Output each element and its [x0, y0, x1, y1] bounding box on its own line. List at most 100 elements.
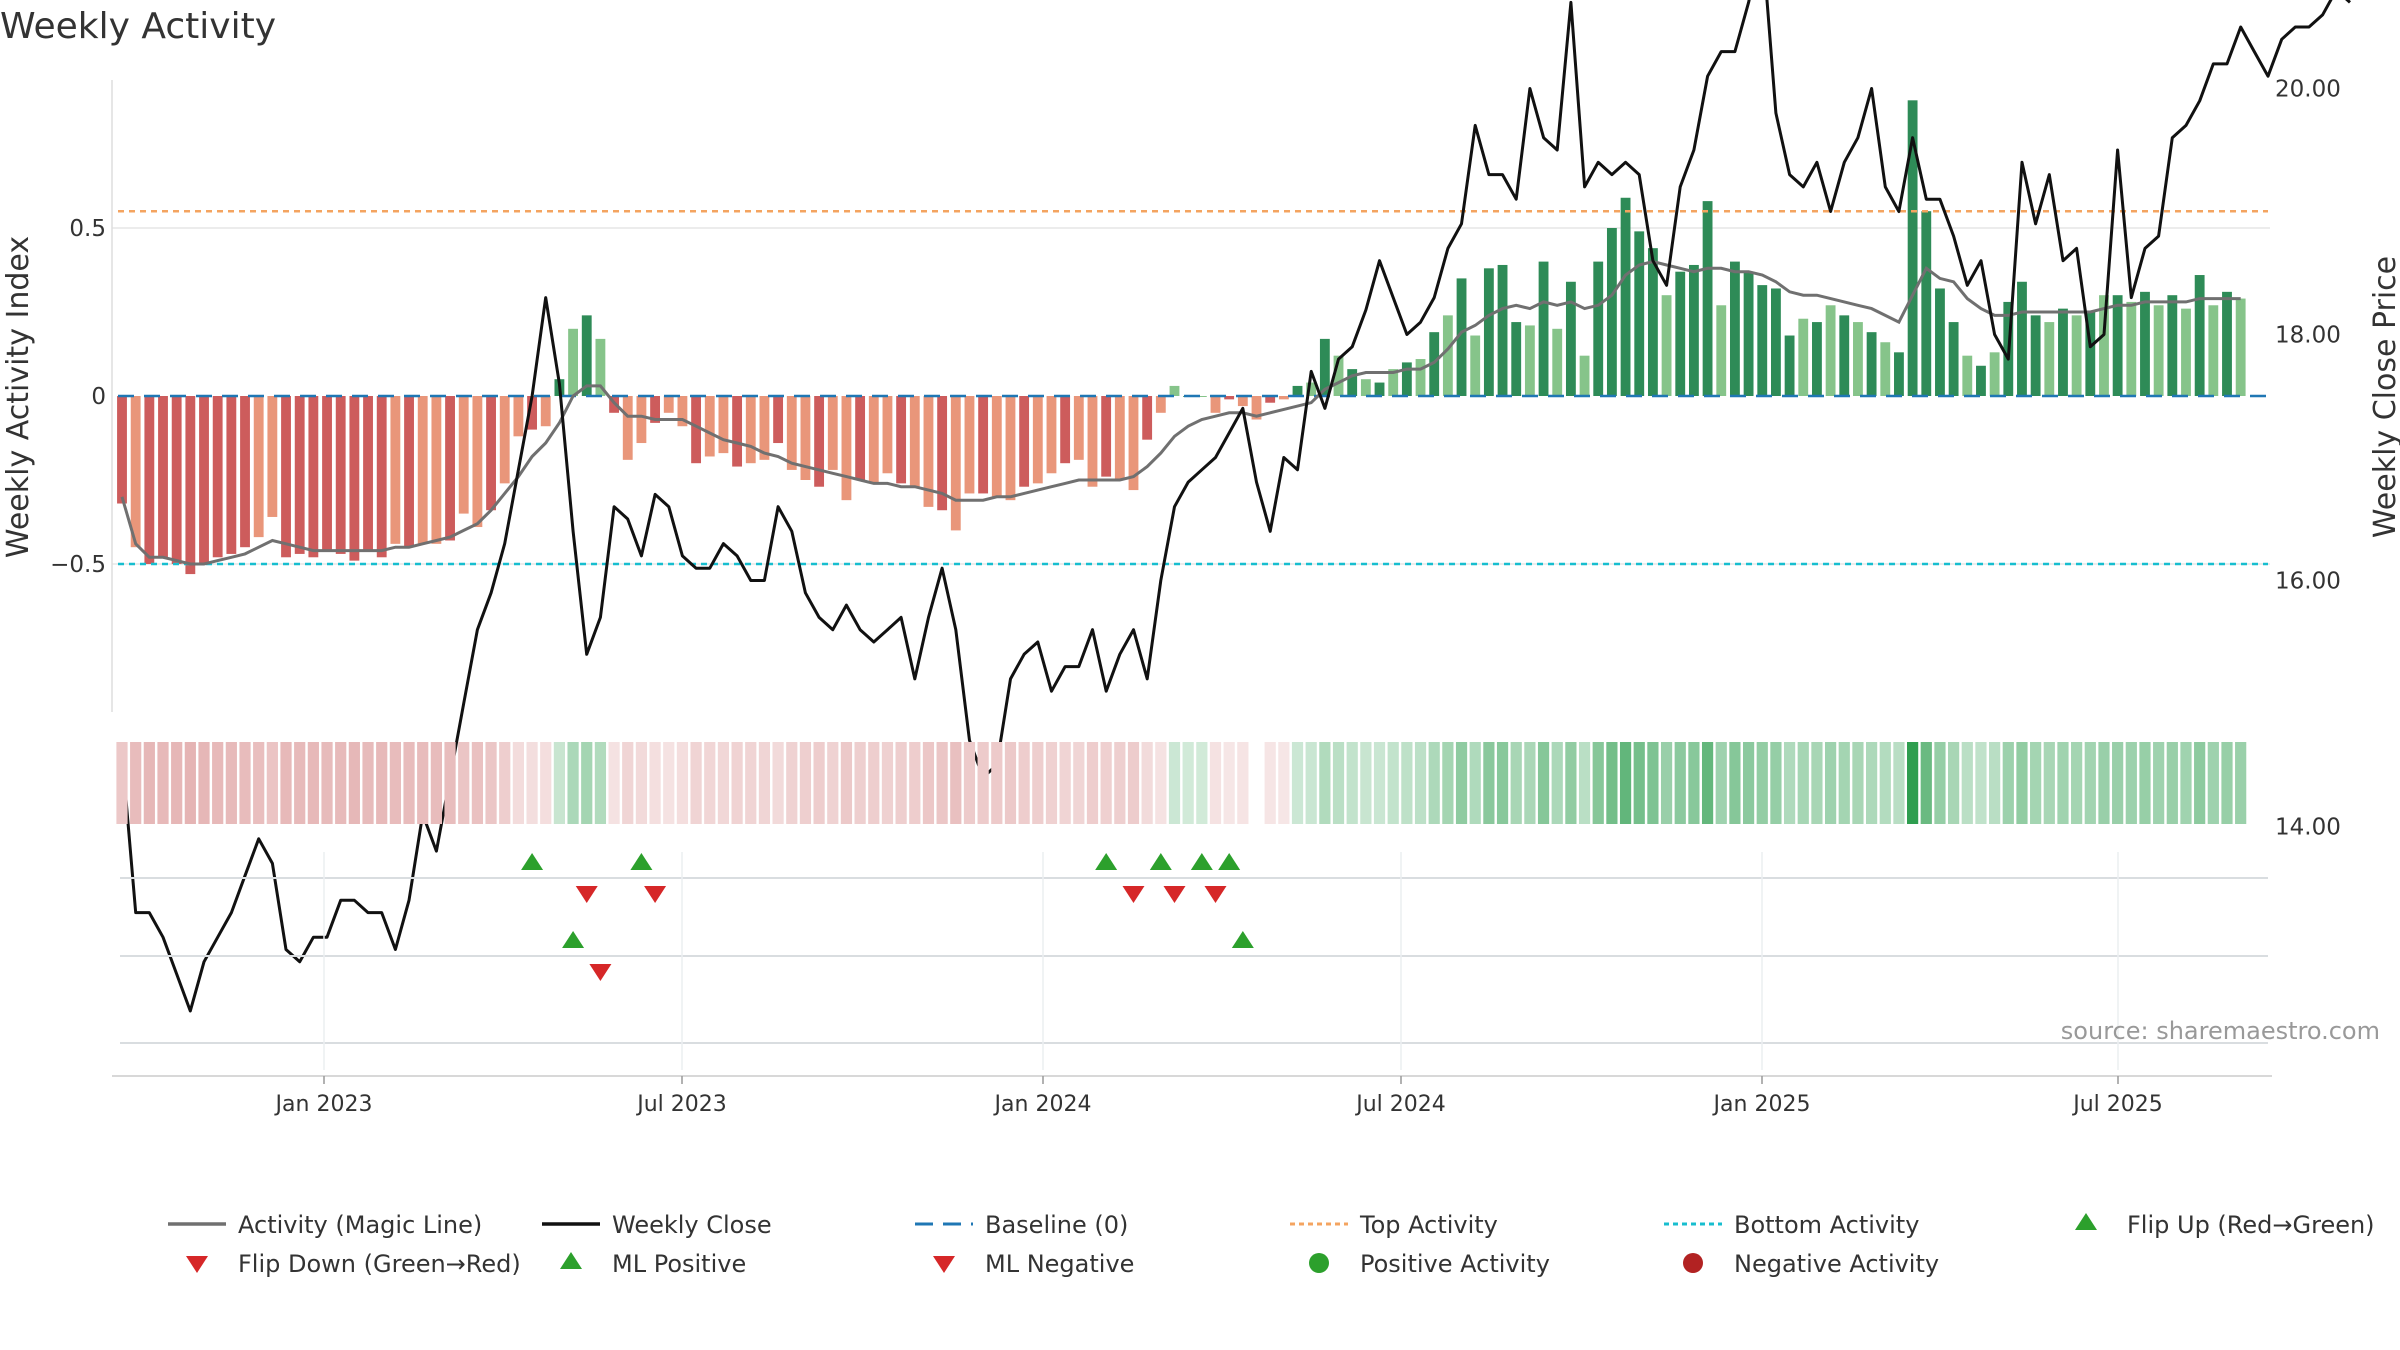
activity-bar — [1524, 325, 1535, 396]
heat-cell — [799, 742, 812, 824]
heat-cell — [895, 742, 907, 824]
activity-bar — [1771, 288, 1781, 396]
heat-cell — [553, 742, 566, 824]
activity-bar — [1798, 318, 1809, 396]
heat-cell — [690, 742, 702, 824]
heat-cell — [1551, 742, 1563, 824]
heat-cell — [1332, 742, 1345, 824]
legend-label: Flip Down (Green→Red) — [238, 1250, 521, 1278]
activity-bar — [1976, 365, 1986, 396]
activity-bar — [226, 396, 237, 554]
heat-cell — [963, 742, 976, 824]
y-tick-label: 0 — [91, 384, 106, 410]
heat-cell — [212, 742, 224, 824]
heat-cell — [1660, 742, 1673, 824]
x-tick-label: Jan 2023 — [274, 1092, 373, 1117]
activity-bar — [253, 396, 264, 538]
heat-cell — [1401, 742, 1413, 824]
heat-cell — [608, 742, 620, 824]
legend-label: Flip Up (Red→Green) — [2127, 1211, 2375, 1239]
heat-cell — [403, 742, 415, 824]
heat-cell — [307, 742, 319, 824]
activity-bar — [991, 396, 1002, 497]
activity-bar — [882, 396, 893, 474]
legend-label: Positive Activity — [1360, 1250, 1550, 1278]
activity-bar — [1333, 355, 1344, 396]
heat-cell — [376, 742, 388, 824]
ml-negative-marker — [589, 964, 612, 981]
activity-bar — [2208, 305, 2219, 396]
heat-cell — [157, 742, 169, 824]
magic-line — [120, 260, 2241, 566]
legend-label: ML Negative — [985, 1250, 1134, 1278]
heat-cell — [417, 742, 429, 824]
heat-cell — [1742, 742, 1755, 824]
source-credit: source: sharemaestro.com — [2061, 1017, 2380, 1045]
x-tick-label: Jan 2025 — [1712, 1092, 1811, 1117]
activity-bar — [2235, 298, 2246, 396]
heat-cell — [1045, 742, 1058, 824]
legend-swatch — [1683, 1253, 1703, 1273]
heat-cell — [854, 742, 866, 824]
heat-cell — [909, 742, 921, 824]
heat-cell — [1592, 742, 1604, 824]
heat-cell — [1086, 742, 1099, 824]
heat-cell — [2016, 742, 2028, 824]
activity-bar — [759, 396, 770, 460]
heat-cell — [991, 742, 1003, 824]
activity-bar — [2140, 291, 2150, 396]
legend-swatch — [1309, 1253, 1329, 1273]
activity-bar — [1497, 264, 1508, 396]
activity-bar — [732, 396, 743, 467]
heat-cell — [1783, 742, 1796, 824]
heat-cell — [827, 742, 839, 824]
legend-swatch — [2075, 1213, 2097, 1230]
activity-bar — [1812, 322, 1822, 396]
activity-bar — [1606, 228, 1617, 396]
activity-bar — [1989, 352, 2000, 396]
x-tick-label: Jan 2024 — [993, 1092, 1092, 1117]
signal-markers — [120, 853, 2268, 1044]
activity-bar — [1839, 315, 1850, 396]
activity-bar — [1661, 295, 1672, 396]
activity-bar — [1155, 396, 1166, 413]
activity-bar — [1853, 322, 1863, 396]
activity-bar — [1470, 335, 1481, 396]
heat-cell — [1278, 742, 1290, 824]
activity-bar — [1196, 396, 1207, 397]
heat-cell — [1606, 742, 1618, 824]
activity-bar — [568, 328, 578, 396]
activity-bar — [1743, 271, 1754, 396]
heat-cell — [1920, 742, 1932, 824]
heat-cell — [444, 742, 456, 824]
heat-cell — [2235, 742, 2247, 824]
activity-bar — [691, 396, 702, 464]
heat-cell — [1182, 742, 1194, 824]
y-axis-title: Weekly Activity Index — [1, 236, 36, 558]
heat-cell — [1209, 742, 1222, 824]
heat-cell — [581, 742, 593, 824]
activity-bar — [1060, 396, 1071, 464]
activity-bar — [472, 396, 483, 528]
heat-cell — [1373, 742, 1386, 824]
heat-cell — [2139, 742, 2151, 824]
heat-cell — [1934, 742, 1946, 824]
activity-bar — [2126, 301, 2137, 396]
activity-bar — [144, 396, 155, 564]
activity-bar — [1593, 261, 1604, 396]
heat-cell — [1770, 742, 1782, 824]
activity-bar — [171, 396, 182, 564]
activity-bar — [636, 396, 647, 444]
activity-bar — [1032, 396, 1043, 484]
heat-cell — [1578, 742, 1591, 824]
activity-bar — [1442, 315, 1453, 396]
heat-cell — [280, 742, 292, 824]
heat-cell — [2153, 742, 2165, 824]
heat-cell — [950, 742, 962, 824]
heat-cell — [266, 742, 278, 824]
activity-bar — [527, 396, 537, 430]
flip-up-marker — [1149, 853, 1172, 870]
heat-cell — [1032, 742, 1044, 824]
legend-swatch — [560, 1252, 582, 1269]
activity-bar — [2222, 291, 2232, 396]
